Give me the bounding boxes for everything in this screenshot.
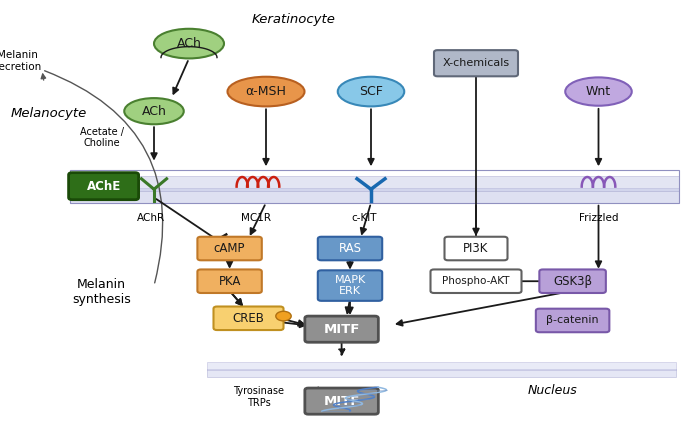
Text: AChR: AChR [136,213,164,223]
Ellipse shape [566,78,631,106]
FancyBboxPatch shape [70,176,679,191]
Text: PKA: PKA [218,275,241,288]
Text: GSK3β: GSK3β [553,275,592,288]
Text: CREB: CREB [232,312,265,325]
FancyBboxPatch shape [430,269,522,293]
Text: Melanin
synthesis: Melanin synthesis [72,278,131,306]
Ellipse shape [228,77,304,106]
FancyBboxPatch shape [318,237,382,260]
Text: AChE: AChE [87,180,120,193]
Text: Melanocyte: Melanocyte [11,107,87,120]
Text: PI3K: PI3K [463,242,489,255]
Text: β-catenin: β-catenin [546,316,599,325]
FancyBboxPatch shape [197,269,262,293]
FancyBboxPatch shape [444,237,508,260]
FancyBboxPatch shape [206,362,676,370]
Text: MITF: MITF [323,395,360,408]
Text: RAS: RAS [339,242,361,255]
FancyArrowPatch shape [45,71,162,283]
Ellipse shape [125,98,183,124]
FancyBboxPatch shape [434,50,518,76]
Text: Nucleus: Nucleus [528,384,578,397]
Text: Tyrosinase
TRPs: Tyrosinase TRPs [234,386,284,408]
Text: ACh: ACh [176,37,202,50]
FancyBboxPatch shape [536,309,609,332]
Ellipse shape [154,29,224,58]
FancyBboxPatch shape [318,270,382,301]
Text: MAPK
ERK: MAPK ERK [335,275,365,296]
Text: ACh: ACh [141,105,167,118]
Text: Acetate /
Choline: Acetate / Choline [80,126,123,148]
FancyBboxPatch shape [197,237,262,260]
FancyBboxPatch shape [69,173,139,200]
Text: X-chemicals: X-chemicals [442,58,510,68]
FancyBboxPatch shape [305,316,378,342]
FancyBboxPatch shape [214,307,284,330]
FancyBboxPatch shape [70,188,679,203]
Text: Phospho-AKT: Phospho-AKT [442,276,510,286]
Text: Keratinocyte: Keratinocyte [252,13,336,26]
Text: MITF: MITF [323,323,360,336]
FancyBboxPatch shape [305,388,378,414]
Text: Frizzled: Frizzled [579,213,618,223]
Text: MC1R: MC1R [241,213,270,223]
FancyBboxPatch shape [540,269,606,293]
Text: c-KIT: c-KIT [351,213,377,223]
Text: SCF: SCF [359,85,383,98]
Bar [70,170,679,203]
Text: cAMP: cAMP [214,242,246,255]
Text: Wnt: Wnt [586,85,611,98]
Text: α-MSH: α-MSH [246,85,286,98]
FancyBboxPatch shape [206,369,676,377]
Text: Melanin
secretion: Melanin secretion [0,50,41,72]
Ellipse shape [337,77,405,106]
Circle shape [276,311,291,321]
